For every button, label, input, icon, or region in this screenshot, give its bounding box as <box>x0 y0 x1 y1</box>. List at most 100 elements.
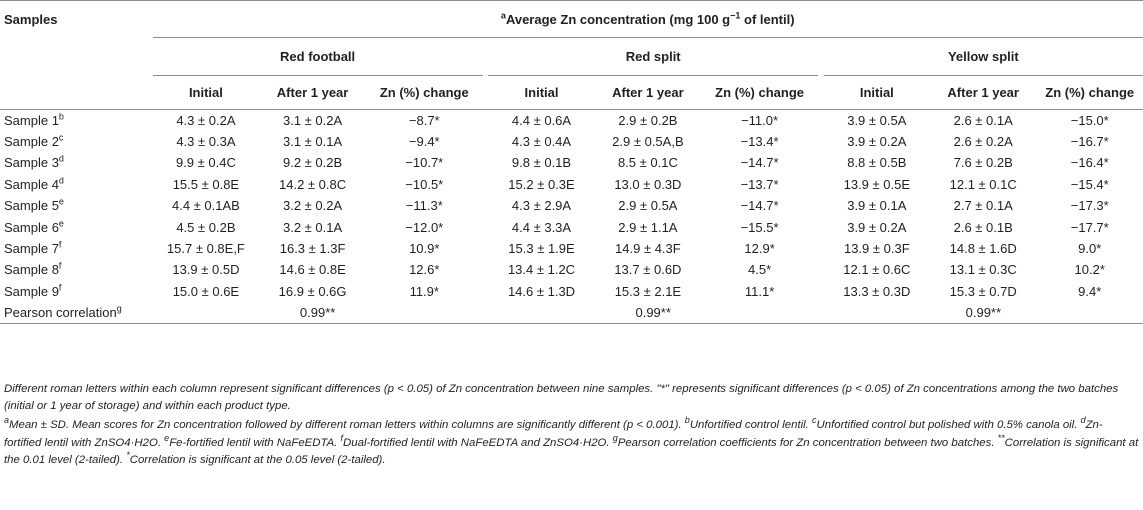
pearson-value: 0.99** <box>635 304 671 320</box>
sample-label: Sample 3d <box>4 154 64 171</box>
table-cell: −13.4* <box>740 134 779 150</box>
table-cell: 2.7 ± 0.1A <box>953 198 1013 214</box>
table-cell: 9.4* <box>1078 283 1102 299</box>
table-cell: 8.8 ± 0.5B <box>847 155 907 171</box>
table-cell: 10.9* <box>409 241 440 257</box>
col-after-1-year: After 1 year <box>612 85 684 100</box>
col-zn-change: Zn (%) change <box>379 85 469 100</box>
table-row: Sample 5e 4.4 ± 0.1AB 3.2 ± 0.2A −11.3* 4.3 … <box>0 195 1143 216</box>
table-cell: 14.6 ± 1.3D <box>507 283 576 299</box>
sample-label: Sample 6e <box>4 218 64 235</box>
table-cell: 13.0 ± 0.3D <box>614 176 682 192</box>
table-cell: 9.0* <box>1078 241 1102 257</box>
col-zn-change: Zn (%) change <box>1045 85 1135 100</box>
table-cell: 13.1 ± 0.3C <box>949 262 1017 278</box>
samples-header: Samples <box>4 11 58 27</box>
table-cell: 4.3 ± 2.9A <box>511 198 572 214</box>
zn-concentration-table: Samples aAverage Zn concentration (mg 10… <box>0 0 1143 324</box>
table-cell: −16.7* <box>1070 134 1109 150</box>
sample-label: Sample 9f <box>4 282 62 299</box>
table-cell: 3.1 ± 0.1A <box>282 134 343 150</box>
pearson-value: 0.99** <box>965 304 1002 320</box>
pearson-value: 0.99** <box>299 304 336 320</box>
table-cell: 13.7 ± 0.6D <box>614 262 682 278</box>
table-cell: 15.2 ± 0.3E <box>508 176 575 192</box>
col-initial: Initial <box>859 85 894 100</box>
table-cell: 16.3 ± 1.3F <box>279 241 346 257</box>
table-body: Sample 1b 4.3 ± 0.2A 3.1 ± 0.2A −8.7* 4.4 ± … <box>0 110 1143 324</box>
table-cell: 2.6 ± 0.2A <box>953 134 1013 150</box>
col-initial: Initial <box>524 85 559 100</box>
table-cell: 9.8 ± 0.1B <box>511 155 572 171</box>
table-cell: 15.7 ± 0.8E,F <box>166 241 245 257</box>
table-cell: 16.9 ± 0.6G <box>278 283 347 299</box>
table-cell: 9.2 ± 0.2B <box>282 155 343 171</box>
table-cell: 4.5 ± 0.2B <box>176 219 236 235</box>
table-cell: −17.3* <box>1070 198 1109 214</box>
table-cell: −11.0* <box>741 112 779 128</box>
sample-label: Sample 7f <box>4 239 62 257</box>
table-row: Sample 4d 15.5 ± 0.8E 14.2 ± 0.8C −10.5* 15.… <box>0 174 1143 195</box>
table-row: Sample 8f 13.9 ± 0.5D 14.6 ± 0.8E 12.6* 13.4… <box>0 259 1143 280</box>
table-cell: −10.7* <box>405 155 444 171</box>
table-cell: 4.3 ± 0.2A <box>176 112 236 128</box>
table-cell: 4.3 ± 0.4A <box>511 134 572 150</box>
pearson-row: Pearson correlationg 0.99** 0.99** 0.99** <box>0 302 1143 324</box>
table-cell: 14.2 ± 0.8C <box>279 176 347 192</box>
table-row: Sample 3d 9.9 ± 0.4C 9.2 ± 0.2B −10.7* 9.8 ±… <box>0 152 1143 173</box>
table-cell: 2.9 ± 0.5A <box>618 198 678 214</box>
table-cell: 9.9 ± 0.4C <box>175 155 236 171</box>
table-cell: −15.4* <box>1070 176 1109 192</box>
table-cell: 2.9 ± 1.1A <box>618 219 678 235</box>
note-general: Different roman letters within each colu… <box>4 383 1119 413</box>
table-cell: 15.3 ± 2.1E <box>614 283 682 299</box>
table-row: Sample 2c 4.3 ± 0.3A 3.1 ± 0.1A −9.4* 4.3 ± … <box>0 131 1143 152</box>
sample-label: Sample 4d <box>4 175 64 192</box>
table-cell: 3.9 ± 0.5A <box>847 112 907 128</box>
pearson-label: Pearson correlationg <box>4 303 122 320</box>
table-cell: 11.1* <box>744 283 775 299</box>
table-cell: −15.5* <box>740 219 779 235</box>
group-yellow-split: Yellow split <box>823 37 1143 76</box>
table-cell: 4.3 ± 0.3A <box>176 134 236 150</box>
sample-label: Sample 2c <box>4 132 64 150</box>
table-notes: Different roman letters within each colu… <box>4 381 1140 471</box>
table-cell: 13.9 ± 0.5E <box>843 176 911 192</box>
table-cell: 13.4 ± 1.2C <box>507 262 576 278</box>
table-cell: 13.3 ± 0.3D <box>843 283 911 299</box>
table-cell: 8.5 ± 0.1C <box>617 155 678 171</box>
table-cell: 15.0 ± 0.6E <box>172 283 240 299</box>
table-cell: 4.5* <box>748 262 772 278</box>
table-cell: 4.4 ± 0.1AB <box>171 198 240 214</box>
table-cell: −8.7* <box>408 112 440 128</box>
sample-label: Sample 1b <box>4 111 64 128</box>
table-cell: 12.1 ± 0.1C <box>949 176 1017 192</box>
col-initial: Initial <box>188 85 223 100</box>
table-cell: −11.3* <box>405 198 443 214</box>
table-cell: 15.5 ± 0.8E <box>172 176 240 192</box>
table-cell: −14.7* <box>740 198 779 214</box>
table-title: aAverage Zn concentration (mg 100 g−1 of… <box>152 0 1143 38</box>
table-cell: 3.9 ± 0.2A <box>847 219 907 235</box>
table-cell: 15.3 ± 0.7D <box>949 283 1017 299</box>
table-cell: 7.6 ± 0.2B <box>953 155 1013 171</box>
table-row: Sample 1b 4.3 ± 0.2A 3.1 ± 0.2A −8.7* 4.4 ± … <box>0 110 1143 131</box>
table-cell: 15.3 ± 1.9E <box>508 241 575 257</box>
col-zn-change: Zn (%) change <box>715 85 804 100</box>
col-after-1-year: After 1 year <box>947 85 1019 100</box>
table-cell: 12.9* <box>744 241 775 257</box>
table-cell: 4.4 ± 3.3A <box>511 219 572 235</box>
table-cell: 2.6 ± 0.1A <box>953 112 1013 128</box>
table-cell: −15.0* <box>1070 112 1109 128</box>
table-cell: −12.0* <box>405 219 444 235</box>
table-row: Sample 7f 15.7 ± 0.8E,F 16.3 ± 1.3F 10.9* 15… <box>0 238 1143 259</box>
table-row: Sample 6e 4.5 ± 0.2B 3.2 ± 0.1A −12.0* 4.4 ±… <box>0 216 1143 237</box>
table-cell: 14.8 ± 1.6D <box>949 241 1017 257</box>
table-cell: 2.9 ± 0.2B <box>618 112 678 128</box>
table-cell: 2.6 ± 0.1B <box>953 219 1013 235</box>
table-cell: 12.1 ± 0.6C <box>843 262 911 278</box>
table-cell: 14.9 ± 4.3F <box>615 241 681 257</box>
note-footnotes: aMean ± SD. Mean scores for Zn concentra… <box>4 415 1139 466</box>
table-cell: 3.9 ± 0.1A <box>847 198 907 214</box>
